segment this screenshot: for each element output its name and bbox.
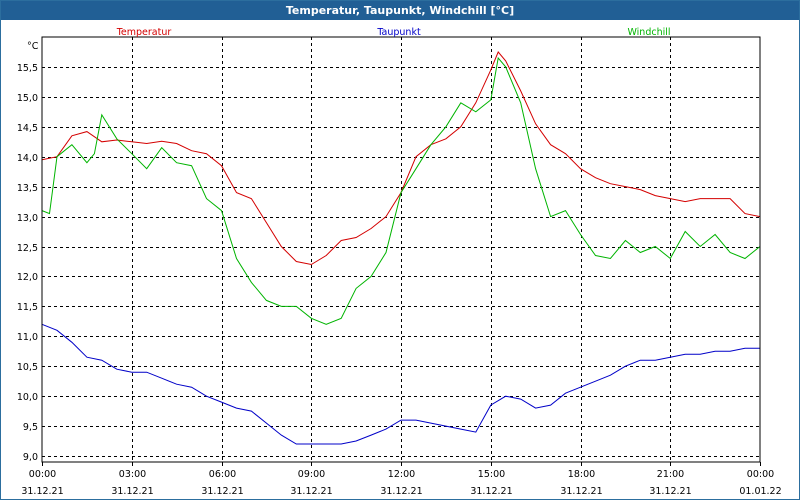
x-tick-time-label: 00:00: [29, 469, 56, 480]
x-tick-time-label: 21:00: [657, 469, 684, 480]
x-tick-time-label: 15:00: [478, 469, 505, 480]
y-tick-label: 15,5: [17, 63, 38, 74]
x-tick-time-label: 12:00: [388, 469, 415, 480]
series-line-temperatur: [41, 51, 761, 266]
x-tick-date-label: 31.12.21: [290, 486, 332, 497]
x-tick-date-label: 01.01.22: [739, 486, 781, 497]
y-tick-label: 12,5: [17, 243, 38, 254]
x-tick-date-label: 31.12.21: [380, 486, 422, 497]
x-tick-time-label: 03:00: [119, 469, 146, 480]
legend-entry-windchill: Windchill: [627, 27, 670, 38]
window-title: Temperatur, Taupunkt, Windchill [°C]: [1, 1, 799, 20]
legend-entry-taupunkt: Taupunkt: [376, 27, 421, 38]
x-tick-time-label: 06:00: [209, 469, 236, 480]
x-tick-date-label: 31.12.21: [111, 486, 153, 497]
x-tick-time-label: 18:00: [568, 469, 595, 480]
labels: 9,0 9,5 10,0 10,5 11,0 11,5 12,0 12,5 13,0 13,5 14…: [17, 27, 782, 497]
y-tick-label: 14,0: [17, 153, 38, 164]
x-tick-time-label: 09:00: [298, 469, 325, 480]
x-tick-date-label: 31.12.21: [560, 486, 602, 497]
x-tick-date-label: 31.12.21: [201, 486, 243, 497]
y-axis-label: °C: [27, 41, 39, 52]
series-line-windchill: [41, 56, 761, 325]
x-tick-time-label: 00:00: [747, 469, 774, 480]
y-tick-label: 11,5: [17, 302, 38, 313]
y-tick-label: 11,0: [17, 332, 38, 343]
x-tick-date-label: 31.12.21: [470, 486, 512, 497]
series-layer: [41, 51, 761, 445]
axes: [41, 36, 761, 466]
legend-entry-temperatur: Temperatur: [116, 27, 172, 38]
y-tick-label: 10,0: [17, 392, 38, 403]
y-tick-label: 9,5: [23, 422, 38, 433]
grid: [42, 37, 760, 462]
y-tick-label: 9,0: [23, 452, 38, 463]
x-tick-date-label: 31.12.21: [21, 486, 63, 497]
series-line-taupunkt: [41, 323, 760, 445]
y-tick-label: 15,0: [17, 93, 38, 104]
y-tick-label: 13,5: [17, 183, 38, 194]
y-tick-label: 12,0: [17, 272, 38, 283]
y-tick-label: 13,0: [17, 213, 38, 224]
y-tick-label: 14,5: [17, 123, 38, 134]
x-tick-date-label: 31.12.21: [649, 486, 691, 497]
y-tick-label: 10,5: [17, 362, 38, 373]
